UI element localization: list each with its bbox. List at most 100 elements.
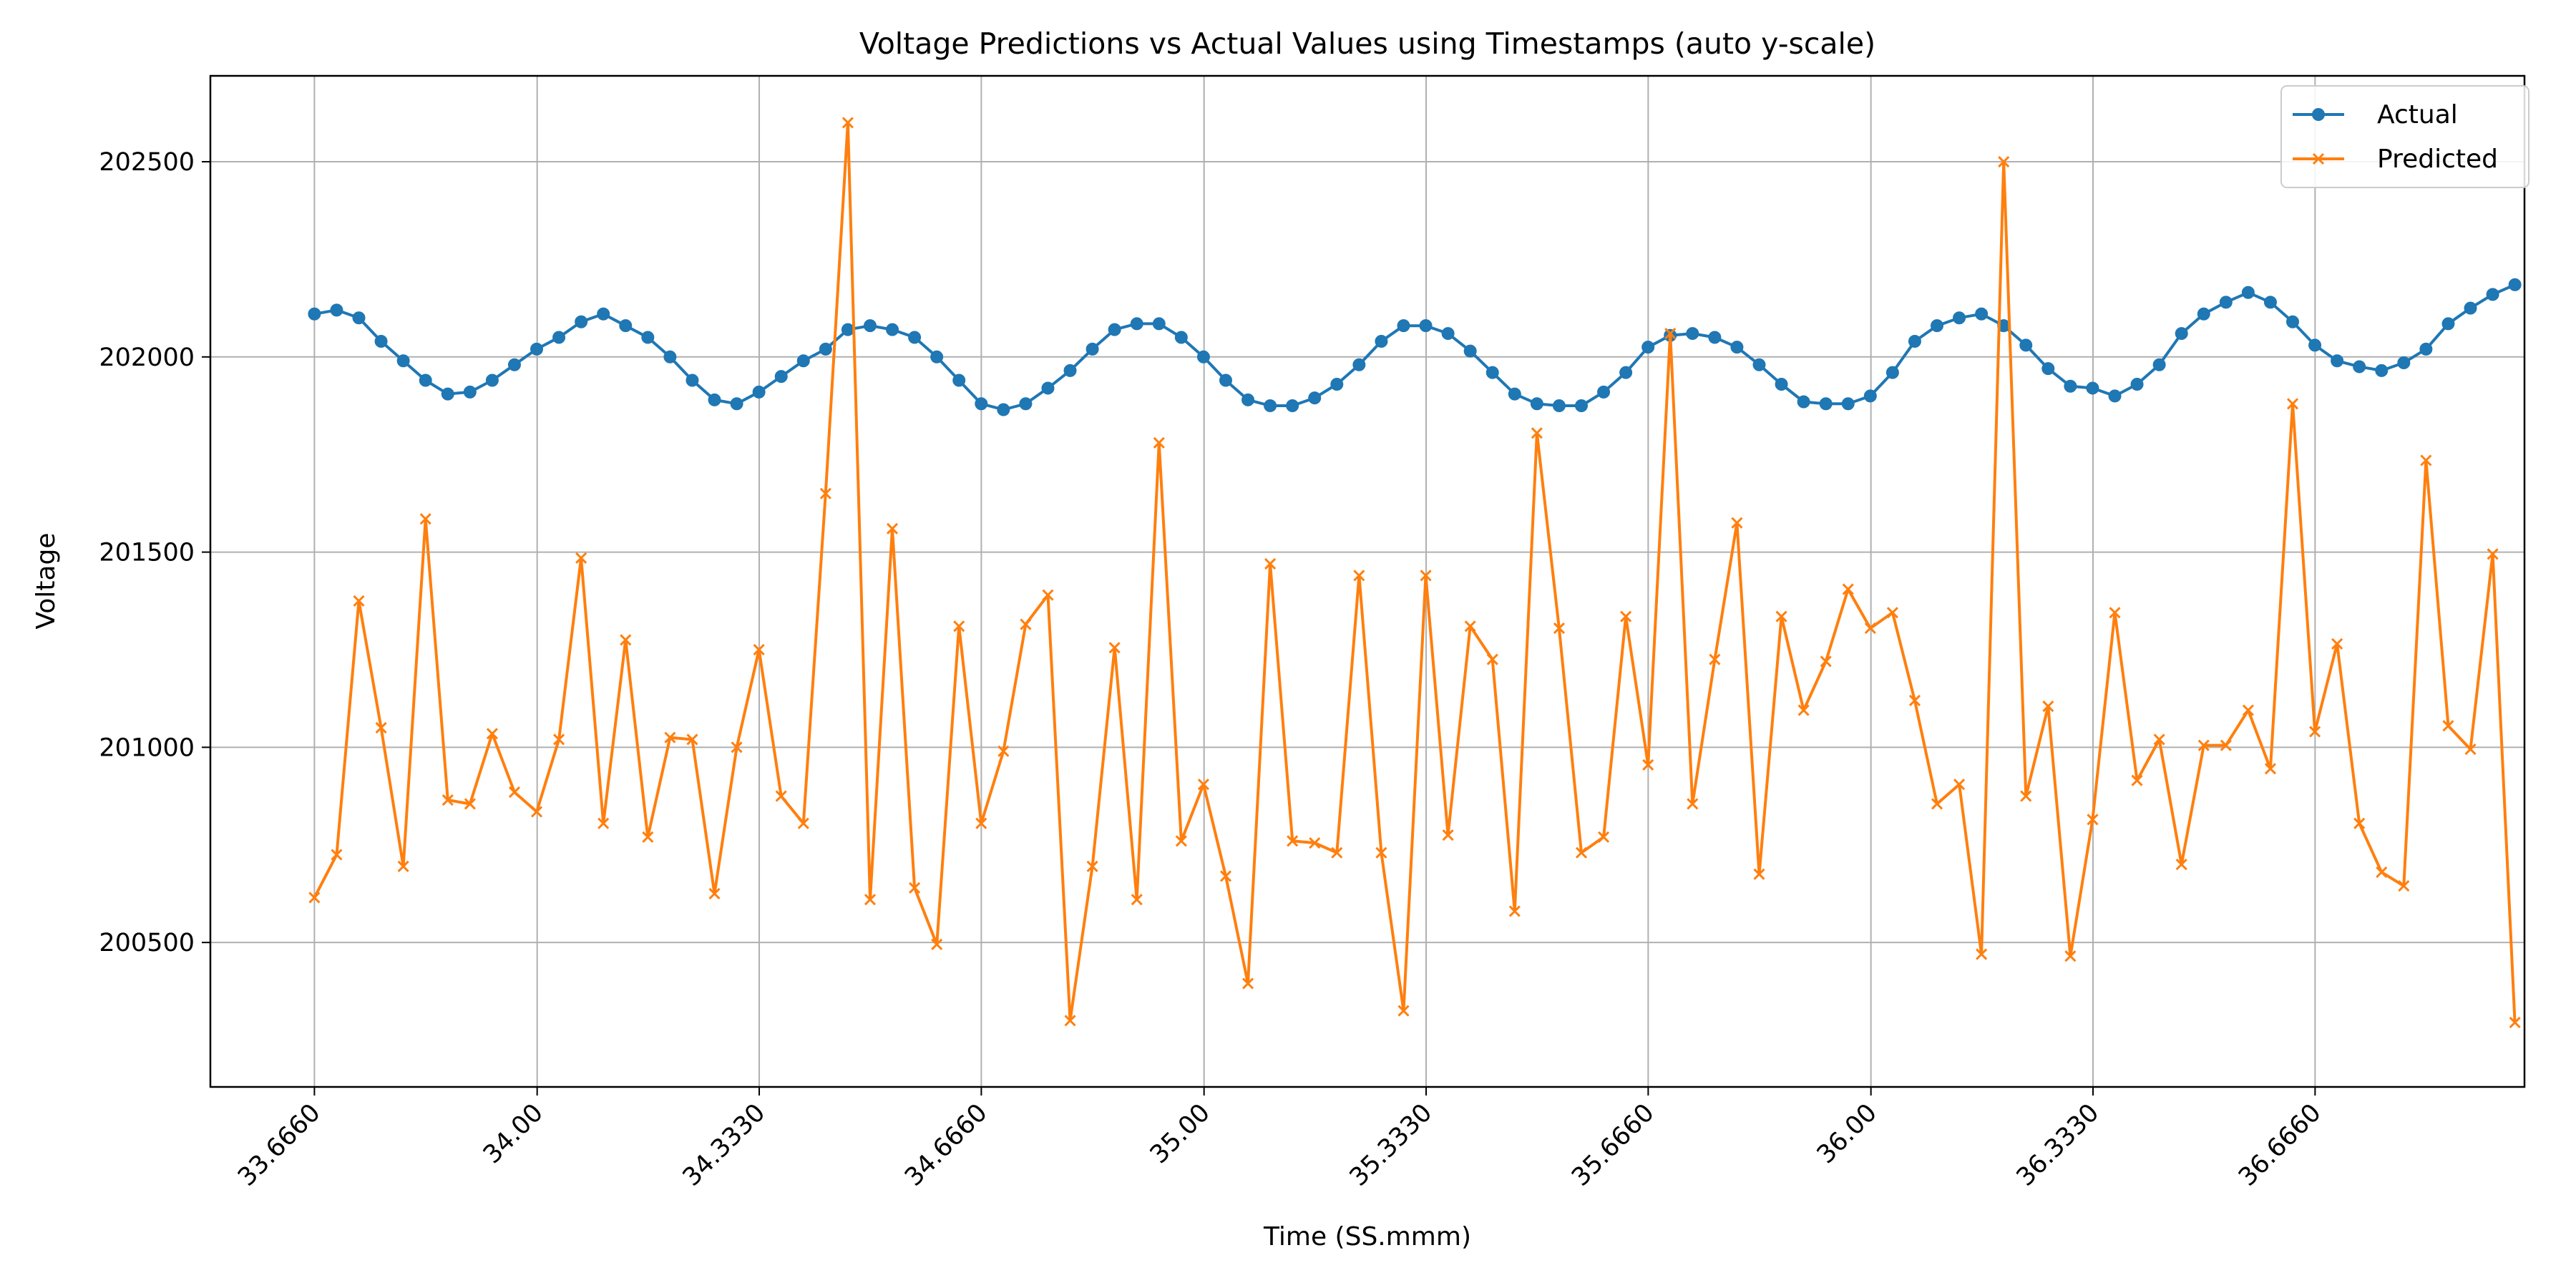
legend-actual-marker <box>2312 108 2325 121</box>
predicted-series <box>308 117 2521 1029</box>
predicted-point <box>1197 779 1209 791</box>
actual-point <box>1885 366 1899 379</box>
predicted-point <box>1353 570 1365 582</box>
actual-point <box>1730 341 1744 354</box>
predicted-point <box>2153 733 2165 746</box>
predicted-point <box>2286 398 2299 410</box>
predicted-point <box>1064 1015 1076 1027</box>
predicted-point <box>2509 1016 2521 1029</box>
actual-point <box>552 331 566 344</box>
predicted-point <box>2131 774 2143 786</box>
predicted-point <box>1241 977 1254 990</box>
actual-point <box>352 311 366 325</box>
predicted-point <box>331 849 343 861</box>
actual-point <box>686 374 699 387</box>
predicted-point <box>886 522 899 535</box>
predicted-point <box>997 745 1010 757</box>
predicted-point <box>1108 642 1121 654</box>
predicted-point <box>642 831 654 843</box>
predicted-point <box>553 733 565 746</box>
predicted-point <box>1575 847 1588 859</box>
actual-point <box>1286 399 1299 412</box>
actual-point <box>796 354 810 368</box>
actual-point <box>1441 327 1455 341</box>
predicted-point <box>864 894 877 906</box>
actual-point <box>1775 377 1788 391</box>
actual-point <box>2397 356 2411 369</box>
predicted-point <box>2197 739 2210 751</box>
actual-point <box>663 350 677 364</box>
predicted-point <box>1264 557 1277 570</box>
actual-point <box>1797 395 1810 409</box>
predicted-point <box>1620 610 1632 623</box>
predicted-point <box>953 620 965 633</box>
actual-point <box>2331 354 2344 368</box>
predicted-point <box>1642 758 1654 771</box>
actual-point <box>930 350 944 364</box>
actual-point <box>2375 364 2389 377</box>
actual-point <box>2041 362 2055 376</box>
predicted-point <box>1931 798 1943 810</box>
predicted-point <box>1842 583 1854 595</box>
predicted-point <box>1420 570 1432 582</box>
actual-point <box>1196 350 1210 364</box>
predicted-point <box>1709 653 1721 665</box>
actual-point <box>2353 360 2366 374</box>
x-axis-label: Time (SS.mmm) <box>1263 1222 1471 1252</box>
predicted-line <box>313 121 2517 1023</box>
actual-point <box>2464 301 2477 315</box>
plot-frame <box>209 74 2526 1088</box>
predicted-point <box>1486 653 1498 665</box>
predicted-point <box>1953 779 1966 791</box>
predicted-point <box>1553 622 1565 635</box>
actual-point <box>485 374 499 387</box>
actual-point <box>1819 397 1833 411</box>
actual-point <box>1041 381 1055 395</box>
actual-point <box>1485 366 1499 379</box>
predicted-point <box>1219 870 1232 882</box>
legend-box <box>2280 85 2529 188</box>
predicted-point <box>841 117 854 129</box>
actual-point <box>2241 286 2255 299</box>
predicted-point <box>2398 879 2410 892</box>
actual-point <box>1219 374 1232 387</box>
predicted-point <box>1442 829 1454 841</box>
predicted-point <box>2020 790 2032 802</box>
actual-point <box>1108 323 1121 336</box>
predicted-point <box>931 938 943 950</box>
predicted-point <box>909 882 921 894</box>
actual-point <box>1419 319 1433 333</box>
actual-point <box>1352 358 1366 371</box>
actual-point <box>1686 327 1699 341</box>
actual-point <box>1241 393 1255 406</box>
predicted-point <box>508 786 521 799</box>
actual-point <box>597 307 610 321</box>
actual-point <box>1019 397 1033 411</box>
actual-point <box>330 303 343 317</box>
predicted-point <box>397 860 409 872</box>
legend-predicted-label: Predicted <box>2377 145 2498 174</box>
actual-point <box>1597 385 1611 399</box>
actual-point <box>952 374 966 387</box>
predicted-point <box>2042 701 2054 713</box>
actual-point <box>1530 397 1543 411</box>
actual-point <box>975 397 988 411</box>
predicted-point <box>1397 1005 1410 1017</box>
predicted-point <box>441 794 454 806</box>
actual-point <box>997 403 1010 416</box>
actual-point <box>708 393 721 406</box>
actual-point <box>2175 327 2188 341</box>
y-tick-label: 202500 <box>99 148 195 177</box>
legend: Actual Predicted <box>2280 85 2529 188</box>
predicted-point <box>775 790 787 802</box>
actual-point <box>2108 389 2122 403</box>
actual-point <box>1152 317 1166 331</box>
actual-point <box>2419 342 2433 356</box>
actual-point <box>641 331 655 344</box>
actual-point <box>396 354 410 368</box>
predicted-point <box>375 722 387 734</box>
predicted-point <box>620 634 632 646</box>
actual-point <box>619 319 633 333</box>
predicted-point <box>2087 814 2099 826</box>
